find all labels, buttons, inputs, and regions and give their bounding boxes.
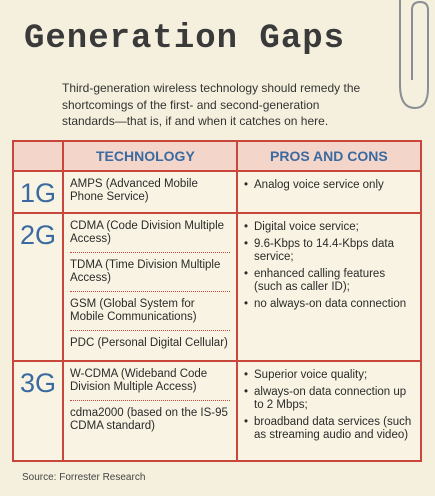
technology: TDMA (Time Division Multiple Access): [70, 253, 230, 292]
pro-con: always-on data connection up to 2 Mbps;: [244, 382, 414, 412]
header-row: TECHNOLOGY PROS AND CONS: [12, 140, 422, 172]
corner-cell: [12, 140, 64, 172]
technology-cell: AMPS (Advanced Mobile Phone Service): [62, 170, 238, 214]
generation: 1G: [12, 170, 64, 214]
title: Generation Gaps: [24, 20, 346, 58]
table-row: 2G CDMA (Code Division Multiple Access) TD…: [12, 212, 422, 362]
technology: cdma2000 (based on the IS-95 CDMA standa…: [70, 407, 228, 432]
source: Source: Forrester Research: [22, 472, 146, 483]
technology: AMPS (Advanced Mobile Phone Service): [70, 178, 198, 203]
pro-con: 9.6-Kbps to 14.4-Kbps data service;: [244, 234, 414, 264]
comparison-table: TECHNOLOGY PROS AND CONS 1G AMPS (Advance…: [12, 140, 422, 462]
pro-con: enhanced calling features (such as calle…: [244, 264, 414, 294]
pros-cell: Digital voice service;9.6-Kbps to 14.4-K…: [236, 212, 422, 362]
column-header: TECHNOLOGY: [62, 140, 238, 172]
pro-con: broadband data services (such as streami…: [244, 412, 414, 442]
technology-cell: W-CDMA (Wideband Code Division Multiple …: [62, 360, 238, 462]
technology-cell: CDMA (Code Division Multiple Access) TDMA…: [62, 212, 238, 362]
technology: GSM (Global System for Mobile Communicat…: [70, 292, 230, 331]
generation: 3G: [12, 360, 64, 462]
pro-con: no always-on data connection: [244, 294, 414, 311]
generation: 2G: [12, 212, 64, 362]
pros-cell: Superior voice quality;always-on data co…: [236, 360, 422, 462]
technology: CDMA (Code Division Multiple Access): [70, 214, 230, 253]
paperclip: [399, 0, 429, 110]
pro-con: Digital voice service;: [244, 214, 414, 234]
technology: W-CDMA (Wideband Code Division Multiple …: [70, 362, 230, 401]
column-header: PROS AND CONS: [236, 140, 422, 172]
pro-con: Superior voice quality;: [244, 362, 414, 382]
table-row: 3G W-CDMA (Wideband Code Division Multipl…: [12, 360, 422, 462]
technology: PDC (Personal Digital Cellular): [70, 337, 228, 349]
pros-cell: Analog voice service only: [236, 170, 422, 214]
pro-con: Analog voice service only: [244, 172, 414, 192]
subtitle: Third-generation wireless technology sho…: [62, 81, 361, 128]
